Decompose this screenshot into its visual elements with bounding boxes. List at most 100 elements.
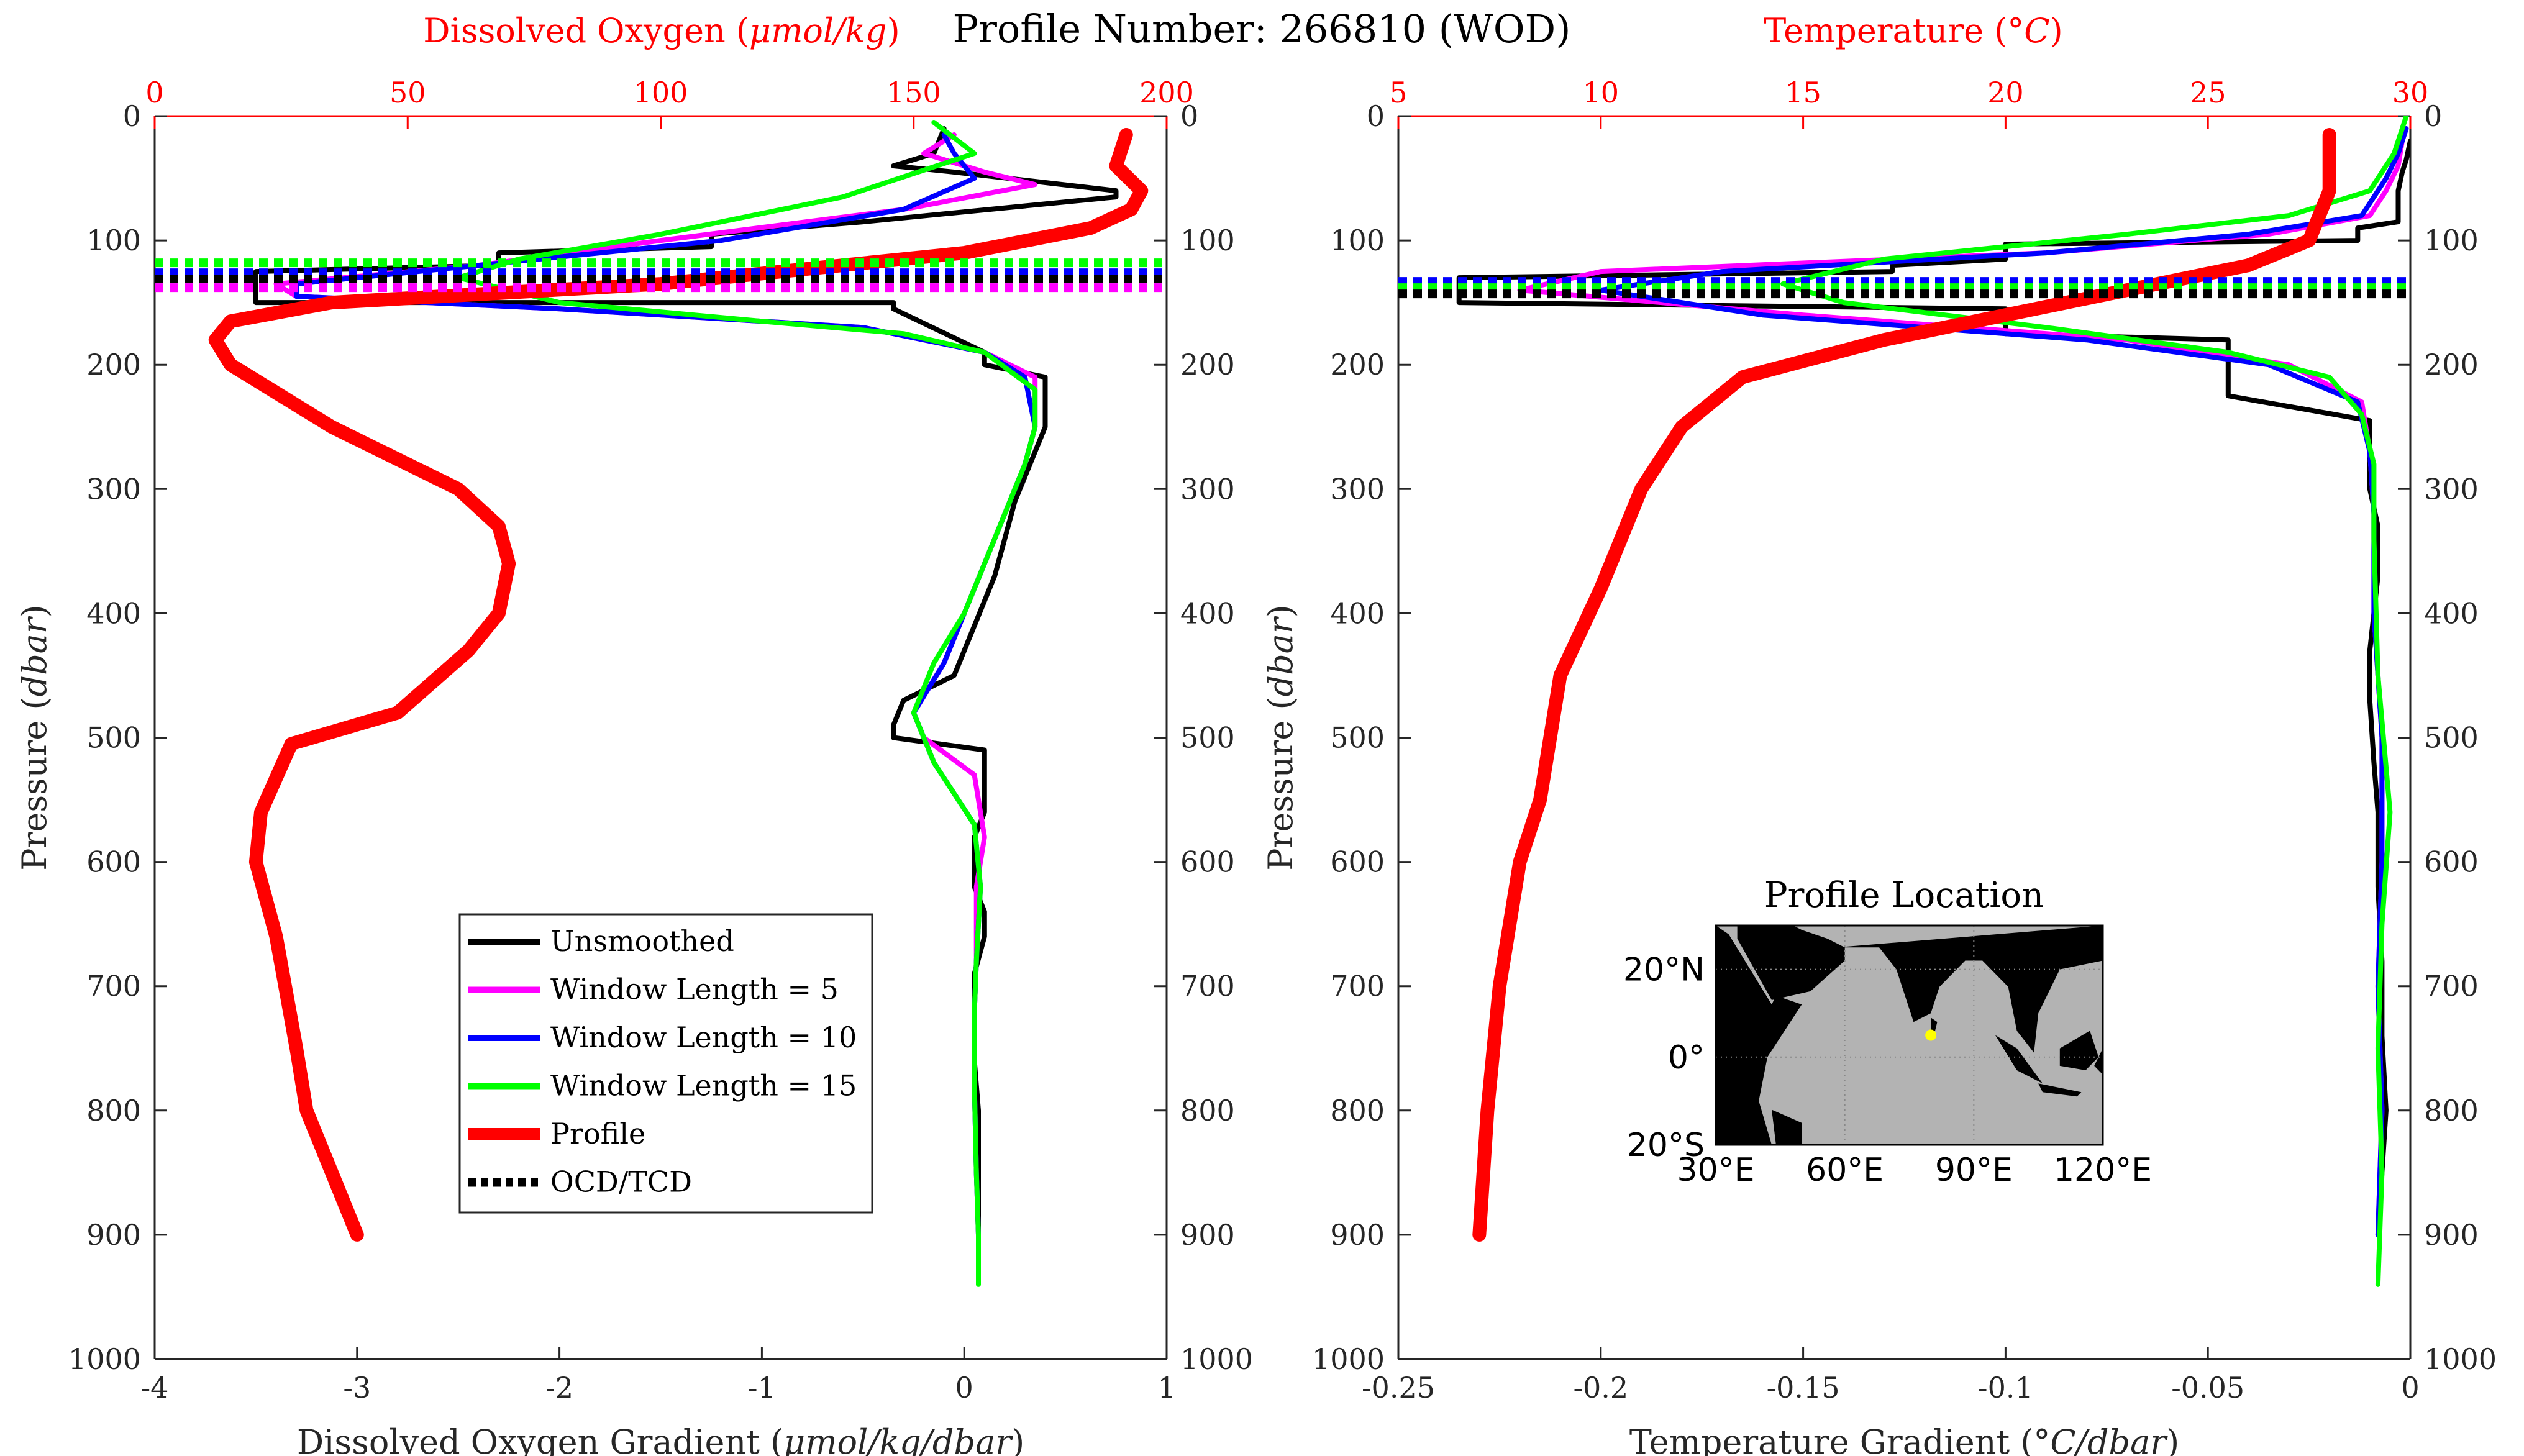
left-tick-label: 400 bbox=[1330, 596, 1385, 630]
top-tick-label: 100 bbox=[634, 76, 688, 109]
left-tick-label: 600 bbox=[1330, 845, 1385, 879]
bottom-tick-label: -0.25 bbox=[1362, 1371, 1435, 1404]
left-tick-label: 300 bbox=[86, 472, 141, 506]
map-lon-tick-label: 120°E bbox=[2054, 1152, 2152, 1189]
temperature-panel: -0.25 -0.2 -0.15 -0.1 -0.05 05 10 15 20 25 300 0100… bbox=[1261, 11, 2497, 1456]
map-lat-tick-label: 20°S bbox=[1627, 1127, 1705, 1164]
right-tick-label: 500 bbox=[2424, 721, 2479, 755]
left-tick-label: 0 bbox=[123, 99, 141, 133]
left-tick-label: 700 bbox=[86, 970, 141, 1003]
bottom-tick-label: 0 bbox=[2401, 1371, 2419, 1404]
right-tick-label: 700 bbox=[1180, 970, 1235, 1003]
right-tick-label: 900 bbox=[2424, 1218, 2479, 1252]
top-tick-label: 50 bbox=[390, 76, 426, 109]
y-axis-label: Pressure (dbar) bbox=[1261, 604, 1300, 871]
bottom-tick-label: 1 bbox=[1157, 1371, 1175, 1404]
right-tick-label: 600 bbox=[2424, 845, 2479, 879]
bottom-tick-label: -1 bbox=[748, 1371, 776, 1404]
left-tick-label: 800 bbox=[86, 1094, 141, 1127]
left-tick-label: 700 bbox=[1330, 970, 1385, 1003]
map-lon-tick-label: 90°E bbox=[1935, 1152, 2013, 1189]
top-tick-label: 20 bbox=[1987, 76, 2024, 109]
map-lat-tick-label: 20°N bbox=[1623, 952, 1705, 989]
top-tick-label: 150 bbox=[886, 76, 941, 109]
right-tick-label: 100 bbox=[1180, 224, 1235, 257]
left-tick-label: 900 bbox=[86, 1218, 141, 1252]
map-land-polygon bbox=[1995, 1035, 2043, 1084]
x-axis-label: Temperature Gradient (°C/dbar) bbox=[1629, 1422, 2179, 1456]
left-tick-label: 100 bbox=[86, 224, 141, 257]
figure-title: Profile Number: 266810 (WOD) bbox=[953, 6, 1571, 52]
series-line-unsmoothed bbox=[1456, 139, 2410, 1237]
top-tick-label: 5 bbox=[1389, 76, 1407, 109]
map-land-polygon bbox=[1931, 1017, 1938, 1031]
left-tick-label: 1000 bbox=[68, 1342, 141, 1376]
legend-label: Unsmoothed bbox=[550, 924, 734, 958]
map-lon-tick-label: 30°E bbox=[1677, 1152, 1754, 1189]
left-tick-label: 200 bbox=[86, 348, 141, 381]
legend-label: Window Length = 10 bbox=[550, 1021, 857, 1054]
x-axis-label: Dissolved Oxygen Gradient (μmol/kg/dbar) bbox=[297, 1422, 1024, 1456]
series-line-profile bbox=[1472, 128, 2336, 1242]
left-tick-label: 1000 bbox=[1312, 1342, 1385, 1376]
top-tick-label: 15 bbox=[1785, 76, 1821, 109]
bottom-tick-label: -2 bbox=[545, 1371, 573, 1404]
left-tick-label: 500 bbox=[1330, 721, 1385, 755]
bottom-tick-label: 0 bbox=[955, 1371, 973, 1404]
map-title: Profile Location bbox=[1764, 875, 2044, 916]
left-tick-label: 800 bbox=[1330, 1094, 1385, 1127]
right-tick-label: 1000 bbox=[2424, 1342, 2497, 1376]
right-tick-label: 700 bbox=[2424, 970, 2479, 1003]
bottom-tick-label: -0.05 bbox=[2171, 1371, 2244, 1404]
series-line-window10 bbox=[1598, 126, 2409, 1237]
series-group bbox=[1456, 116, 2410, 1287]
legend: Unsmoothed Window Length = 5 Window Length… bbox=[458, 913, 873, 1214]
legend-label: Window Length = 15 bbox=[550, 1069, 857, 1103]
legend-label: Profile bbox=[550, 1117, 645, 1150]
bottom-tick-label: -0.15 bbox=[1767, 1371, 1840, 1404]
map-land-polygon bbox=[1772, 1109, 1802, 1145]
left-tick-label: 300 bbox=[1330, 472, 1385, 506]
right-tick-label: 200 bbox=[2424, 348, 2479, 381]
right-tick-label: 0 bbox=[2424, 99, 2442, 133]
legend-label: Window Length = 5 bbox=[550, 973, 839, 1006]
map-land-group bbox=[1716, 926, 2103, 1145]
map-land-polygon bbox=[1737, 926, 1845, 1000]
map-land-polygon bbox=[2038, 1083, 2082, 1097]
left-tick-label: 900 bbox=[1330, 1218, 1385, 1252]
profile-location-map: Profile Location 30°E 60°E 90°E 120°E 20°N 0°… bbox=[1623, 875, 2152, 1189]
legend-label: OCD/TCD bbox=[550, 1165, 692, 1199]
bottom-tick-label: -4 bbox=[141, 1371, 169, 1404]
series-line-window15 bbox=[1780, 116, 2409, 1287]
right-tick-label: 800 bbox=[1180, 1094, 1235, 1127]
right-tick-label: 0 bbox=[1180, 99, 1198, 133]
top-tick-label: 25 bbox=[2190, 76, 2226, 109]
map-land-polygon bbox=[1716, 926, 1802, 1145]
left-tick-label: 0 bbox=[1367, 99, 1385, 133]
left-tick-label: 400 bbox=[86, 596, 141, 630]
top-tick-label: 10 bbox=[1583, 76, 1620, 109]
bottom-tick-label: -3 bbox=[343, 1371, 371, 1404]
top-tick-label: 30 bbox=[2392, 76, 2429, 109]
right-tick-label: 1000 bbox=[1180, 1342, 1253, 1376]
map-lon-tick-label: 60°E bbox=[1806, 1152, 1884, 1189]
bottom-tick-label: -0.2 bbox=[1573, 1371, 1628, 1404]
right-tick-label: 400 bbox=[1180, 596, 1235, 630]
y-axis-label: Pressure (dbar) bbox=[15, 604, 54, 871]
right-tick-label: 600 bbox=[1180, 845, 1235, 879]
map-lat-tick-label: 0° bbox=[1668, 1039, 1705, 1076]
right-tick-label: 500 bbox=[1180, 721, 1235, 755]
right-tick-label: 400 bbox=[2424, 596, 2479, 630]
map-land-polygon bbox=[2059, 1031, 2099, 1070]
right-tick-label: 200 bbox=[1180, 348, 1235, 381]
right-tick-label: 300 bbox=[1180, 472, 1235, 506]
left-tick-label: 600 bbox=[86, 845, 141, 879]
location-marker bbox=[1925, 1029, 1937, 1041]
top-tick-label: 0 bbox=[145, 76, 163, 109]
right-tick-label: 100 bbox=[2424, 224, 2479, 257]
series-line-profile bbox=[208, 128, 1149, 1242]
right-tick-label: 300 bbox=[2424, 472, 2479, 506]
map-land-polygon bbox=[1836, 926, 2103, 1053]
right-tick-label: 900 bbox=[1180, 1218, 1235, 1252]
